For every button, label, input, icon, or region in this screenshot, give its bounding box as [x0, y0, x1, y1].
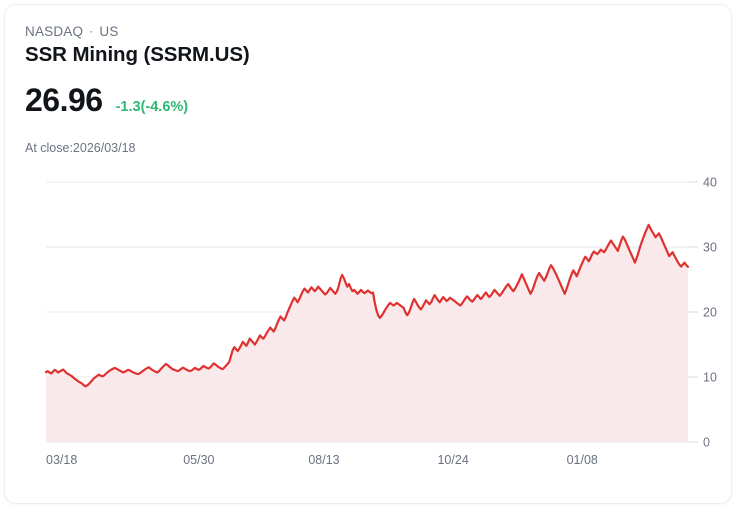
chart-line: [44, 223, 690, 388]
price-chart[interactable]: 0 10 20 30 40 03/18 05/30 08/13 10/24 01/08: [5, 165, 731, 465]
x-tick-label: 03/18: [46, 453, 77, 465]
page-title: SSR Mining (SSRM.US): [25, 43, 250, 66]
x-tick-label: 05/30: [183, 453, 214, 465]
chart-area-fill: [46, 224, 688, 442]
exchange-name: NASDAQ: [25, 24, 84, 39]
y-tick-label: 30: [703, 241, 717, 255]
y-tick-label: 20: [703, 306, 717, 320]
price-change: -1.3(-4.6%): [115, 99, 189, 115]
current-price: 26.96: [25, 82, 103, 118]
price-row: 26.96 -1.3(-4.6%): [25, 84, 188, 116]
close-timestamp: At close:2026/03/18: [25, 141, 136, 155]
x-tick-label: 08/13: [308, 453, 339, 465]
exchange-region-line: NASDAQ · US: [25, 24, 119, 39]
y-axis-ticks: [688, 181, 698, 443]
separator-dot: ·: [89, 24, 94, 38]
x-tick-label: 01/08: [567, 453, 598, 465]
chart-svg: 0 10 20 30 40 03/18 05/30 08/13 10/24 01/08: [44, 176, 717, 465]
x-tick-label: 10/24: [437, 453, 468, 465]
y-axis-labels: 0 10 20 30 40: [703, 176, 717, 450]
stock-quote-card: NASDAQ · US SSR Mining (SSRM.US) 26.96 -1.…: [4, 4, 732, 504]
y-tick-label: 40: [703, 176, 717, 190]
region-label: US: [99, 24, 119, 39]
y-tick-label: 10: [703, 371, 717, 385]
x-axis-labels: 03/18 05/30 08/13 10/24 01/08: [46, 453, 598, 465]
y-tick-label: 0: [703, 436, 710, 450]
